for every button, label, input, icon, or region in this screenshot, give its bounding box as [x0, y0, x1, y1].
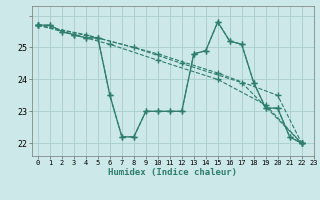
X-axis label: Humidex (Indice chaleur): Humidex (Indice chaleur) [108, 168, 237, 177]
